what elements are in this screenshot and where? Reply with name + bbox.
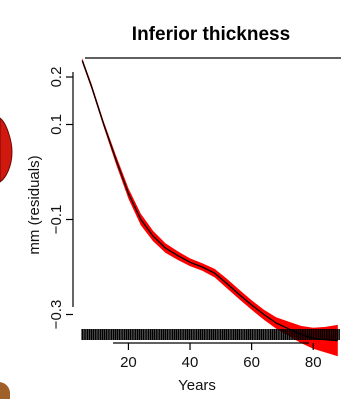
fitted-line [81, 60, 338, 342]
x-tick-label: 80 [305, 354, 322, 371]
x-tick-label: 60 [243, 354, 260, 371]
y-tick-label: 0.1 [48, 114, 65, 135]
x-axis-label: Years [178, 377, 216, 394]
neighbor-panel-shape-bottom [0, 382, 10, 399]
y-tick-label: −0.1 [48, 205, 65, 235]
y-axis-label: mm (residuals) [26, 155, 43, 254]
y-axis-ticks: 0.2 0.1 −0.1 −0.3 [48, 67, 73, 330]
x-tick-label: 40 [182, 354, 199, 371]
confidence-band [82, 58, 338, 357]
y-tick-label: −0.3 [48, 300, 65, 330]
plot-area [81, 57, 341, 357]
x-tick-label: 20 [120, 354, 137, 371]
y-tick-label: 0.2 [48, 67, 65, 88]
chart-title: Inferior thickness [132, 24, 290, 45]
x-axis-ticks: 20 40 60 80 [120, 343, 322, 371]
neighbor-panel-shape-top [0, 117, 13, 183]
